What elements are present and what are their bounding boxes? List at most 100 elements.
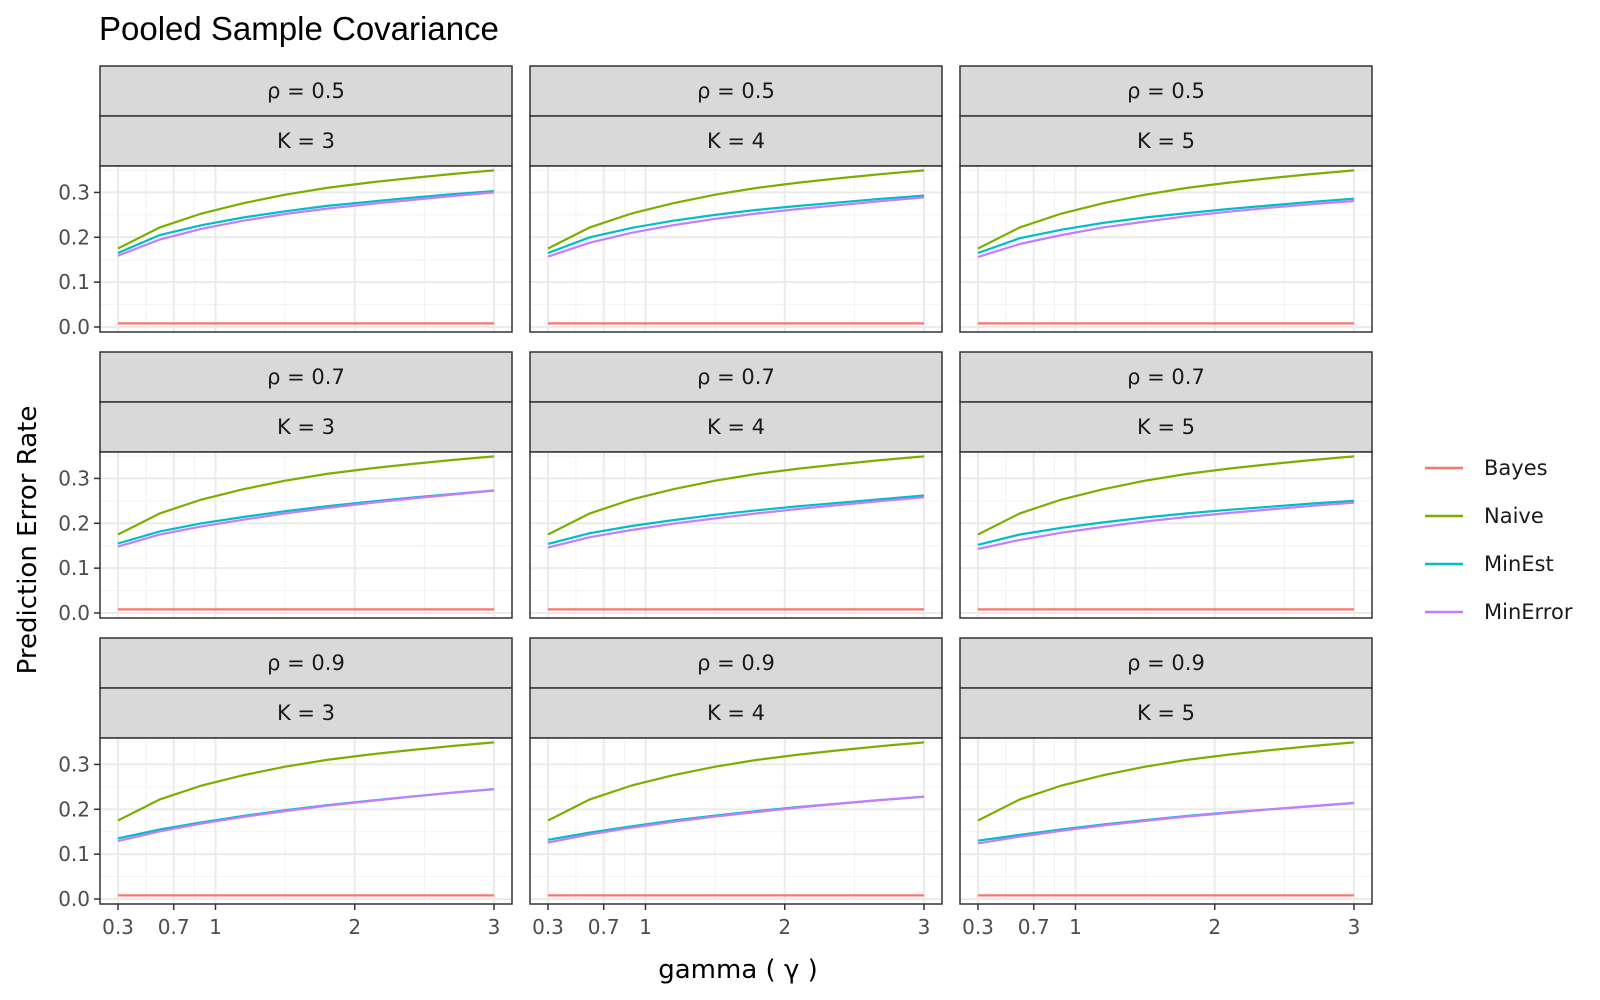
facet-strip-rho [959,65,1373,117]
series-line-minest [547,194,925,255]
panel-border [99,165,513,333]
series-line-naive [547,455,925,536]
panel-border [99,451,513,619]
series-line-minest [117,190,495,255]
y-tick-label: 0.2 [58,225,90,249]
series-line-minerror [117,489,495,548]
facet-strip-k [529,687,943,739]
series-line-minerror [977,199,1355,259]
facet-strip-rho-label: ρ = 0.5 [1127,79,1205,103]
facet-grid: ρ = 0.5K = 30.00.10.20.3ρ = 0.5K = 4ρ = … [58,65,1373,939]
facet-strip-k-label: K = 5 [1137,415,1195,439]
facet-panel: ρ = 0.5 K = 5 [959,65,1373,333]
x-tick-label: 0.3 [102,915,134,939]
y-tick-label: 0.3 [58,180,90,204]
x-tick-label: 2 [348,915,361,939]
facet-panel: ρ = 0.7 K = 5 [959,351,1373,619]
facet-panel: ρ = 0.5 K = 4 [529,65,943,333]
facet-strip-rho-label: ρ = 0.7 [267,365,345,389]
facet-panel: ρ = 0.9 K = 4 0.3 0.7 1 2 3 [529,637,943,939]
x-tick-label: 0.7 [588,915,620,939]
series-line-minest [977,499,1355,546]
series-line-minerror [547,795,925,844]
facet-panel: ρ = 0.5 K = 3 0.0 0.1 0.2 0.3 [58,65,513,339]
panel-border [959,451,1373,619]
facet-strip-k [529,115,943,167]
x-tick-label: 3 [488,915,501,939]
facet-strip-k-label: K = 5 [1137,701,1195,725]
facet-strip-rho-label: ρ = 0.5 [267,79,345,103]
y-axis-title: Prediction Error Rate [13,406,43,675]
facet-panel: ρ = 0.9 K = 3 0.0 0.1 0.2 0.3 0.3 0.7 1 2 3 [58,637,513,939]
legend-label-minest: MinEst [1484,552,1554,576]
panel-border [529,737,943,905]
facet-strip-rho [959,637,1373,689]
series-line-minerror [977,501,1355,550]
facet-strip-k-label: K = 3 [277,129,335,153]
panel-border [529,165,943,333]
panel-border [529,451,943,619]
facet-strip-rho-label: ρ = 0.5 [697,79,775,103]
x-tick-label: 0.3 [962,915,994,939]
y-tick-label: 0.0 [58,601,90,625]
facet-strip-rho-label: ρ = 0.7 [1127,365,1205,389]
series-line-naive [117,169,495,250]
y-tick-label: 0.0 [58,887,90,911]
panel-border [959,737,1373,905]
y-tick-label: 0.1 [58,842,90,866]
facet-strip-k-label: K = 3 [277,415,335,439]
facet-strip-k-label: K = 4 [707,129,765,153]
y-tick-label: 0.1 [58,270,90,294]
facet-strip-rho [529,637,943,689]
x-tick-label: 1 [209,915,222,939]
facet-strip-rho [529,351,943,403]
facet-strip-rho-label: ρ = 0.9 [697,651,775,675]
facet-strip-k-label: K = 4 [707,415,765,439]
legend-label-minerror: MinError [1484,600,1573,624]
series-line-minerror [117,191,495,257]
x-tick-label: 0.7 [1018,915,1050,939]
chart-title: Pooled Sample Covariance [99,10,499,47]
facet-strip-rho [529,65,943,117]
series-line-minest [547,494,925,545]
legend: Bayes Naive MinEst MinError [1425,456,1573,624]
panel-border [99,737,513,905]
y-tick-label: 0.3 [58,752,90,776]
facet-strip-k [529,401,943,453]
y-tick-label: 0.1 [58,556,90,580]
series-line-minerror [547,496,925,549]
x-tick-label: 2 [1208,915,1221,939]
y-tick-label: 0.2 [58,511,90,535]
series-line-naive [977,169,1355,250]
series-line-naive [977,455,1355,536]
facet-panel: ρ = 0.7 K = 4 [529,351,943,619]
facet-panel: ρ = 0.7 K = 3 0.0 0.1 0.2 0.3 [58,351,513,625]
x-tick-label: 2 [778,915,791,939]
x-tick-label: 0.3 [532,915,564,939]
y-tick-label: 0.0 [58,315,90,339]
x-tick-label: 0.7 [158,915,190,939]
x-axis-title: gamma ( γ ) [658,955,818,985]
x-tick-label: 3 [1348,915,1361,939]
facet-strip-k [99,401,513,453]
facet-panel: ρ = 0.9 K = 5 0.3 0.7 1 2 3 [959,637,1373,939]
facet-strip-rho [99,65,513,117]
series-line-naive [117,455,495,536]
facet-strip-k-label: K = 3 [277,701,335,725]
facet-strip-k [99,115,513,167]
facet-strip-rho [99,351,513,403]
y-tick-label: 0.2 [58,797,90,821]
series-line-minerror [547,196,925,258]
facet-strip-rho-label: ρ = 0.7 [697,365,775,389]
facet-strip-k-label: K = 4 [707,701,765,725]
facet-strip-k [959,115,1373,167]
x-tick-label: 3 [918,915,931,939]
facet-strip-rho-label: ρ = 0.9 [1127,651,1205,675]
series-line-minest [977,197,1355,255]
x-tick-label: 1 [1069,915,1082,939]
legend-label-bayes: Bayes [1484,456,1548,480]
series-line-naive [547,169,925,250]
series-line-naive [547,741,925,822]
series-line-naive [117,741,495,822]
series-line-naive [977,741,1355,822]
